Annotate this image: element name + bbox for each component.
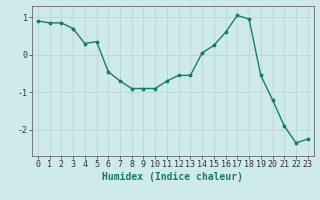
X-axis label: Humidex (Indice chaleur): Humidex (Indice chaleur) — [102, 172, 243, 182]
